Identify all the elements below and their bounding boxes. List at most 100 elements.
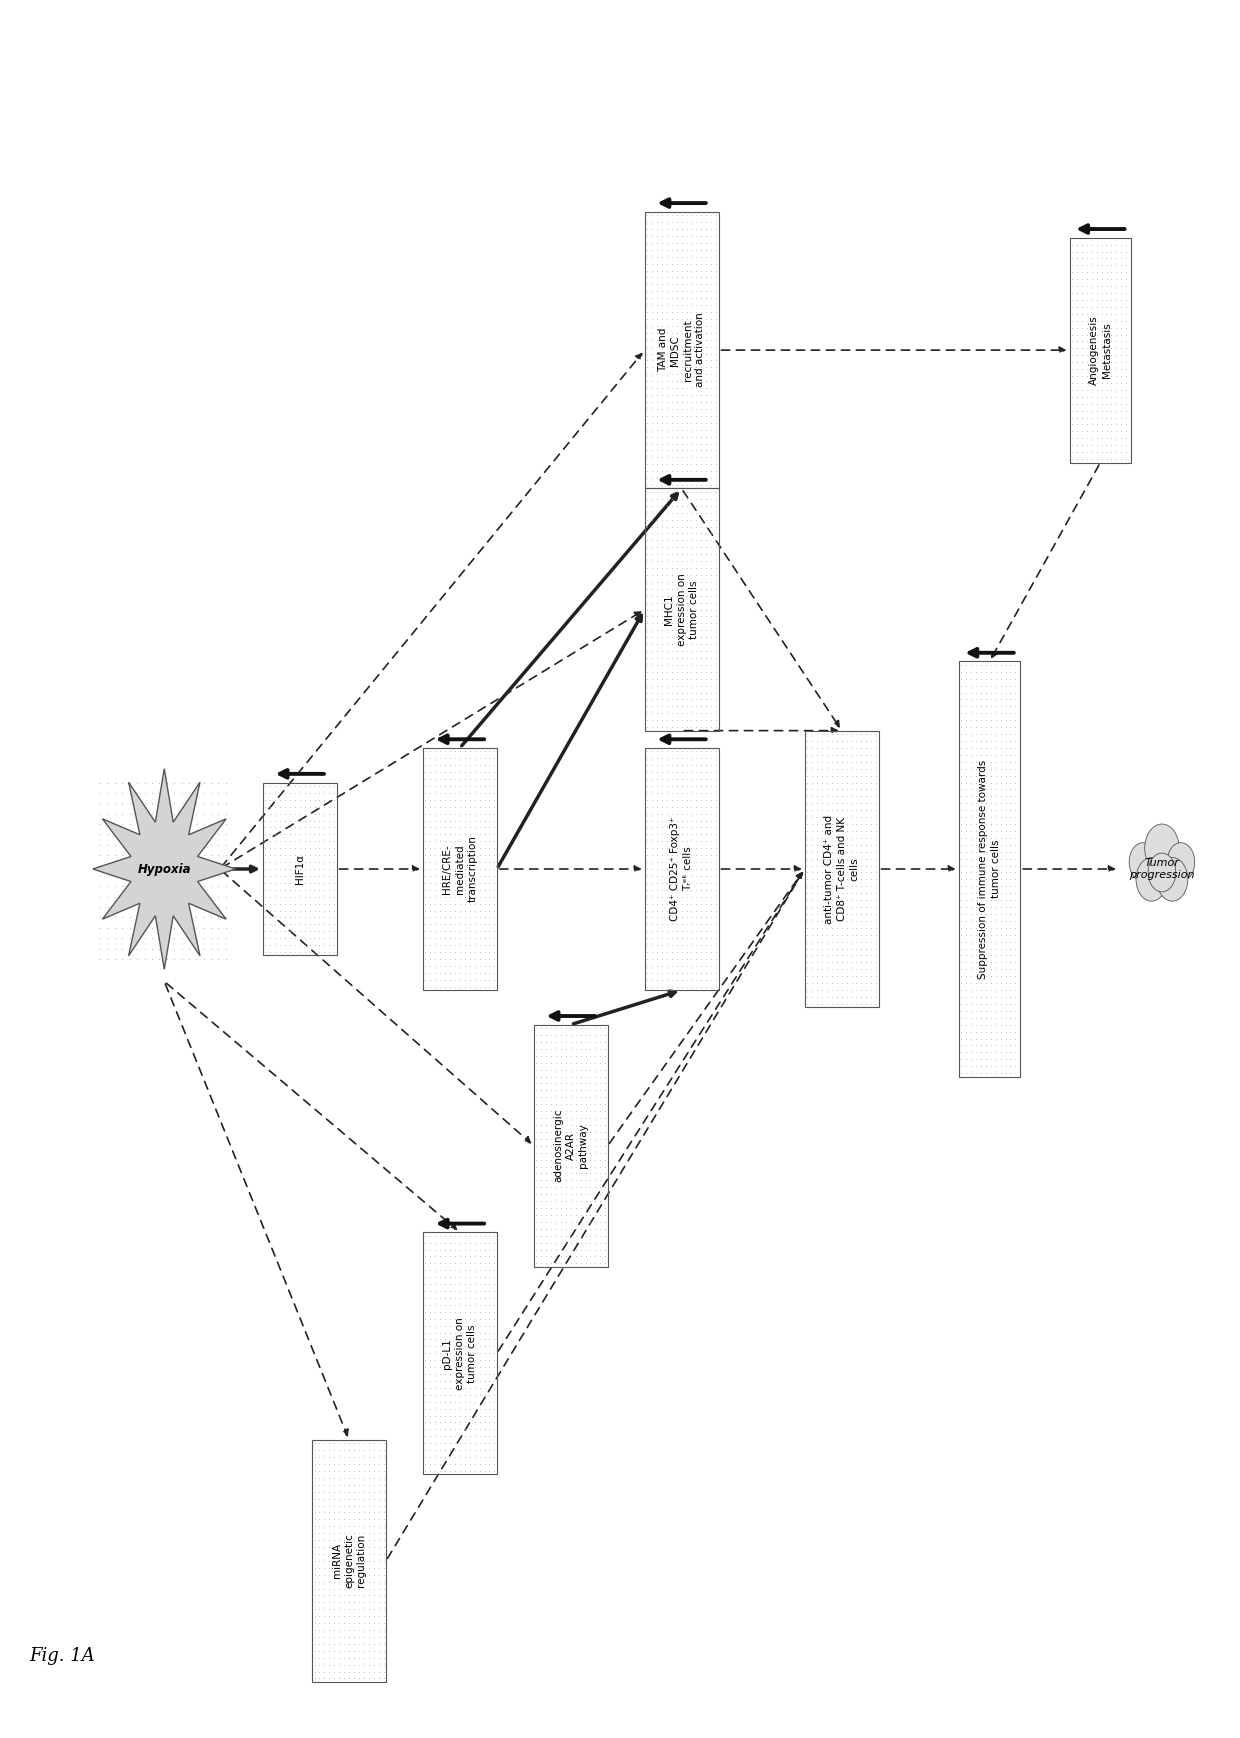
Point	[667, 520, 687, 547]
Point	[832, 775, 852, 803]
Point	[857, 810, 877, 838]
Point	[981, 949, 1001, 977]
Point	[652, 631, 672, 659]
Point	[310, 1456, 330, 1484]
Point	[435, 1319, 455, 1347]
Point	[657, 457, 677, 485]
Point	[1121, 431, 1141, 459]
Point	[105, 768, 125, 796]
Point	[201, 872, 221, 900]
Point	[862, 893, 882, 921]
Point	[1076, 301, 1096, 328]
Point	[460, 848, 480, 876]
Point	[430, 1389, 450, 1416]
Point	[687, 374, 707, 401]
Point	[687, 799, 707, 827]
Point	[460, 890, 480, 918]
Point	[672, 492, 692, 520]
Point	[320, 1623, 340, 1651]
Point	[986, 845, 1006, 872]
Point	[1116, 445, 1136, 473]
Point	[991, 1051, 1011, 1079]
Point	[470, 1333, 490, 1361]
Point	[1063, 334, 1083, 362]
Point	[807, 747, 827, 775]
Point	[672, 897, 692, 925]
Point	[682, 499, 702, 527]
Point	[300, 799, 320, 827]
Point	[662, 617, 682, 645]
Point	[807, 977, 827, 1005]
Point	[662, 862, 682, 890]
Point	[702, 229, 722, 257]
Point	[290, 932, 310, 959]
Point	[956, 977, 976, 1005]
Point	[682, 250, 702, 278]
Point	[677, 374, 697, 401]
Point	[981, 706, 1001, 733]
Point	[692, 561, 712, 589]
Point	[330, 1561, 350, 1589]
Point	[797, 754, 817, 782]
Point	[348, 1602, 368, 1630]
Point	[971, 782, 991, 810]
Point	[590, 1097, 610, 1124]
Point	[465, 1347, 485, 1375]
Point	[822, 991, 842, 1018]
Point	[642, 793, 662, 820]
Point	[580, 1083, 600, 1111]
Point	[976, 747, 996, 775]
Point	[315, 820, 335, 848]
Point	[832, 852, 852, 879]
Point	[847, 984, 867, 1012]
Point	[105, 862, 125, 890]
Point	[971, 1018, 991, 1046]
Point	[802, 796, 822, 824]
Point	[976, 754, 996, 782]
Point	[981, 673, 1001, 700]
Point	[475, 1222, 495, 1250]
Point	[1001, 673, 1021, 700]
Point	[420, 973, 440, 1001]
Point	[677, 513, 697, 541]
Point	[677, 209, 697, 236]
Point	[867, 921, 887, 949]
Point	[692, 897, 712, 925]
Point	[702, 911, 722, 939]
Point	[470, 855, 490, 883]
Point	[440, 1229, 460, 1257]
Point	[642, 883, 662, 911]
Point	[702, 422, 722, 450]
Point	[647, 429, 667, 457]
Point	[667, 659, 687, 687]
Point	[325, 911, 345, 939]
Point	[657, 841, 677, 869]
Point	[335, 1463, 355, 1491]
Point	[186, 893, 206, 921]
Point	[270, 932, 290, 959]
Point	[335, 1651, 355, 1679]
Point	[325, 1449, 345, 1477]
Point	[201, 904, 221, 932]
Point	[310, 911, 330, 939]
Point	[702, 346, 722, 374]
Point	[672, 876, 692, 904]
Point	[435, 820, 455, 848]
Point	[295, 855, 315, 883]
Point	[702, 202, 722, 229]
Point	[852, 789, 872, 817]
Point	[1086, 410, 1106, 438]
Point	[450, 904, 470, 932]
Point	[652, 506, 672, 534]
Point	[1001, 838, 1021, 866]
Point	[862, 942, 882, 970]
Point	[325, 1623, 345, 1651]
Point	[320, 855, 340, 883]
Point	[460, 925, 480, 952]
Point	[692, 513, 712, 541]
Point	[430, 827, 450, 855]
Point	[971, 991, 991, 1018]
Point	[1086, 266, 1106, 294]
Point	[991, 740, 1011, 768]
Point	[956, 928, 976, 956]
